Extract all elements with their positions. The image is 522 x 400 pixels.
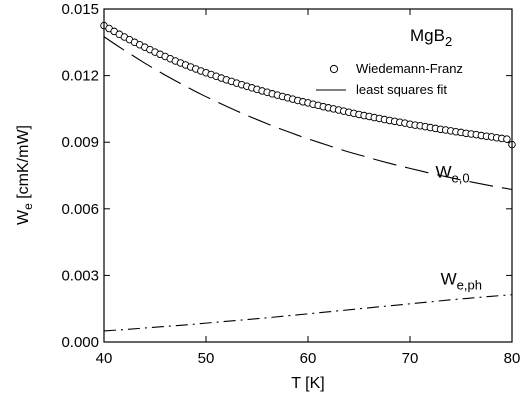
series-line-w-e-0: [103, 36, 513, 191]
series-line-w-e-ph: [103, 294, 513, 332]
x-tick-labels: 40 50 60 70 80: [96, 350, 521, 367]
y-tick-label: 0.015: [61, 1, 99, 18]
y-tick-label: 0.000: [61, 334, 99, 351]
y-tick-labels: 0.000 0.003 0.006 0.009 0.012 0.015: [61, 1, 99, 351]
plot-frame: [103, 8, 513, 343]
annotation-w-e-0: We,0: [436, 163, 470, 186]
y-tick-label: 0.003: [61, 267, 99, 284]
chart-title: MgB2: [410, 26, 452, 49]
x-tick-label: 60: [300, 350, 317, 367]
legend-marker-wiedemann-franz: [329, 64, 339, 74]
x-axis-label: T [K]: [291, 375, 325, 392]
y-tick-label: 0.006: [61, 201, 99, 218]
x-tick-label: 40: [96, 350, 113, 367]
legend: Wiedemann-Franz least squares fit: [316, 61, 463, 97]
x-tick-label: 50: [198, 350, 215, 367]
legend-label-wiedemann-franz: Wiedemann-Franz: [356, 61, 463, 76]
data-point-wiedemann-franz: [503, 135, 511, 143]
x-tick-label: 70: [402, 350, 419, 367]
y-axis-label: We [cmK/mW]: [15, 125, 35, 225]
annotation-w-e-ph: We,ph: [441, 269, 482, 292]
legend-label-least-squares-fit: least squares fit: [356, 82, 447, 97]
y-tick-label: 0.009: [61, 134, 99, 151]
marker-layer: [100, 21, 516, 149]
x-tick-label: 80: [504, 350, 521, 367]
y-tick-label: 0.012: [61, 68, 99, 85]
